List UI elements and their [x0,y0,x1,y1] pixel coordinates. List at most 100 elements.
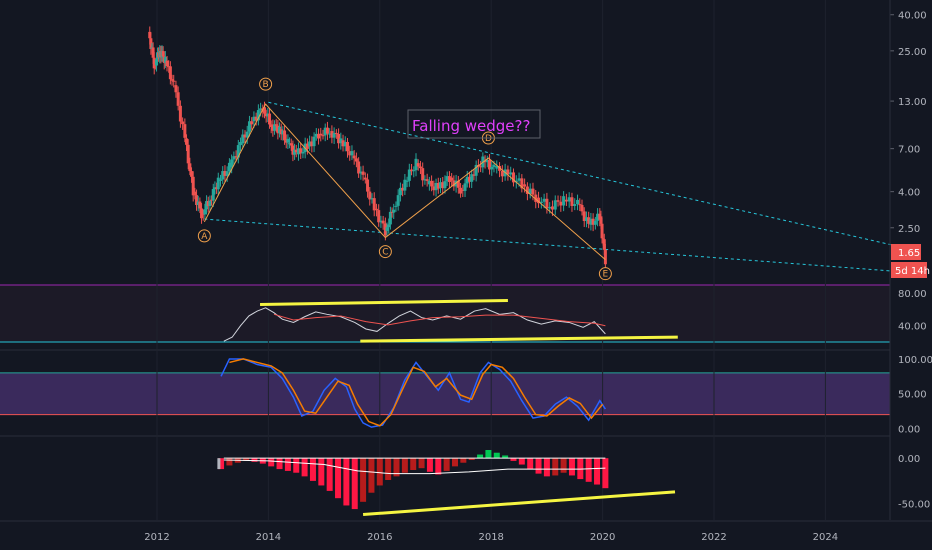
histogram-bar [293,458,300,473]
candle [456,180,460,188]
oscillator-1-pane [223,298,678,343]
candle [215,187,219,190]
candle [354,158,358,162]
candle [485,159,489,163]
histogram-bar [418,458,425,469]
candle [293,149,297,155]
candle [357,161,361,174]
candle [593,220,597,225]
candle [600,223,604,239]
candle [148,31,152,39]
candle [573,204,577,206]
wave-point-marker [197,229,211,243]
candle [388,211,392,225]
candle [317,133,321,139]
candle [252,116,256,122]
candle [350,151,354,156]
candle [314,133,318,137]
histogram-bar [385,458,392,480]
candle [319,133,323,136]
candle [359,171,363,174]
candle [268,113,272,125]
candle [345,141,349,152]
candle [514,180,518,183]
candle [436,182,440,189]
candle [241,134,245,144]
histogram-bar [552,458,559,476]
candle [498,165,502,171]
candle [163,56,167,63]
candle [430,180,434,187]
candle [548,206,552,209]
candle [545,198,549,209]
candle [562,196,566,206]
candle [216,177,220,190]
candle [352,155,356,159]
candle [490,166,494,170]
candle [206,201,210,207]
candle [183,124,187,138]
histogram-bar [301,458,308,477]
candle [379,220,383,223]
histogram-bar [451,458,458,467]
candle [152,57,156,69]
wave-point-marker [598,267,612,281]
candle [271,125,275,131]
candle [383,223,387,236]
wave-point-marker [259,77,273,91]
histogram-bar [485,450,492,459]
candle [427,180,431,185]
candle [601,238,605,240]
candle [366,179,370,192]
candle [274,124,278,126]
candle [188,163,192,172]
histogram-bar [326,458,333,491]
candle [208,200,212,207]
candle [205,201,209,210]
price-y-tick-label: 25.00 [898,47,927,58]
osc1-trendline [260,298,508,307]
histogram-bar [435,458,442,475]
histogram-bar [510,458,517,461]
osc2-d-line [229,358,604,427]
histogram-bar [376,458,383,486]
candle [341,140,345,147]
candle [387,224,391,228]
candle [559,201,563,206]
wedge-upper-line [268,101,910,250]
x-tick-label: 2022 [701,532,726,543]
candle [168,66,172,80]
candle [165,60,169,67]
oscillator-1-bg [0,285,890,342]
histogram-bar [284,458,291,471]
candle [511,172,515,183]
histogram-start-bar [217,458,221,470]
candle [283,130,287,141]
candle [370,198,374,200]
candle [459,187,463,194]
histogram-bar [602,458,609,489]
candle [227,162,231,172]
histogram-bar [594,458,601,485]
histogram-bar [226,458,233,466]
osc1-main-line [223,307,606,342]
candle [587,217,591,224]
candle [149,38,153,49]
osc1-trendline [360,335,678,343]
candle [281,130,285,135]
candle [537,197,541,204]
osc1-y-tick-label: 80.00 [898,289,927,300]
candle [296,148,300,155]
candle [570,197,574,206]
candle [398,187,402,196]
x-tick-label: 2014 [256,532,281,543]
candle [289,143,293,146]
candle [463,183,467,191]
candle [330,131,334,138]
histogram-signal-line [223,459,606,475]
candle [443,181,447,189]
candle [403,179,407,191]
candle [174,85,178,93]
wave-point-label: D [485,134,492,144]
candle [580,204,584,212]
